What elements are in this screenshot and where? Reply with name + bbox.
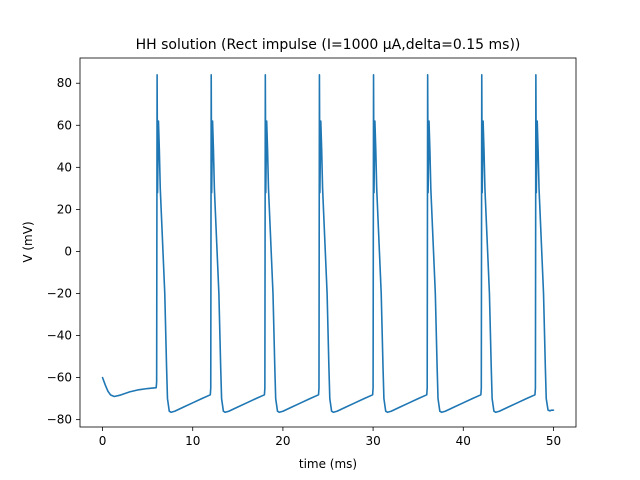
y-tick-label: 80 <box>57 76 72 90</box>
plot-area <box>80 58 576 427</box>
plot-frame <box>79 57 577 428</box>
y-axis-label: V (mV) <box>21 221 35 262</box>
y-axis-ticks: −80 −60 −40 −20 0 20 40 60 80 <box>47 76 80 427</box>
y-tick-label: −20 <box>47 286 72 300</box>
x-axis-ticks: 0 10 20 30 40 50 <box>99 427 561 448</box>
x-tick-label: 30 <box>365 434 380 448</box>
y-tick-label: 0 <box>64 244 72 258</box>
x-tick-label: 50 <box>546 434 561 448</box>
y-tick-label: −60 <box>47 371 72 385</box>
y-tick-label: 60 <box>57 118 72 132</box>
x-axis-label: time (ms) <box>299 457 357 471</box>
x-tick-label: 40 <box>456 434 471 448</box>
y-tick-label: 40 <box>57 160 72 174</box>
chart-title: HH solution (Rect impulse (I=1000 µA,del… <box>136 37 521 53</box>
y-tick-label: −80 <box>47 413 72 427</box>
x-tick-label: 10 <box>185 434 200 448</box>
x-tick-label: 20 <box>275 434 290 448</box>
voltage-trace-line <box>101 74 555 414</box>
y-tick-label: −40 <box>47 329 72 343</box>
y-tick-label: 20 <box>57 202 72 216</box>
x-tick-label: 0 <box>99 434 107 448</box>
